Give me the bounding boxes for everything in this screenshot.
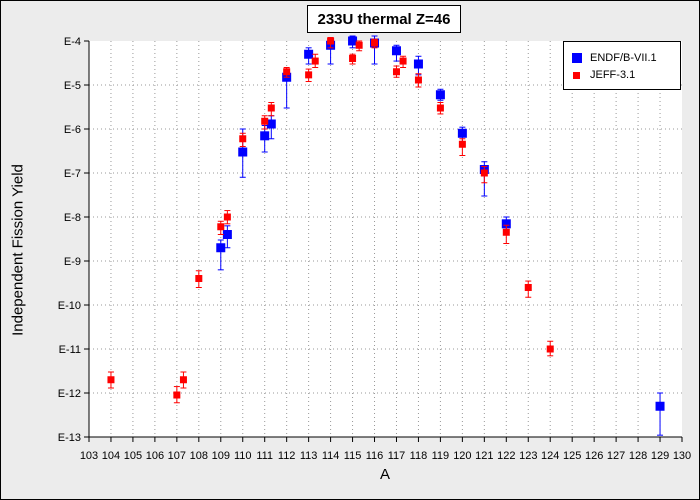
y-tick-label: E-6 <box>64 124 81 136</box>
data-point-jeff <box>195 275 203 283</box>
x-axis-label: A <box>379 466 391 483</box>
x-tick-label: 103 <box>80 450 98 462</box>
legend-item-jeff: JEFF-3.1 <box>572 68 635 82</box>
data-point-jeff <box>355 41 363 49</box>
x-tick-label: 111 <box>256 450 273 462</box>
data-point-endf <box>435 90 445 100</box>
data-point-jeff <box>327 37 335 45</box>
x-tick-label: 129 <box>651 450 669 462</box>
data-point-jeff <box>173 391 181 399</box>
chart-title: 233U thermal Z=46 <box>307 5 461 33</box>
y-tick-label: E-7 <box>64 168 81 180</box>
data-point-jeff <box>107 376 115 384</box>
data-point-endf <box>238 147 248 157</box>
data-point-jeff <box>267 104 275 112</box>
data-point-jeff <box>399 57 407 65</box>
data-point-jeff <box>414 76 422 84</box>
x-tick-label: 112 <box>278 450 296 462</box>
data-point-jeff <box>223 213 231 221</box>
legend-item-endf: ENDF/B-VII.1 <box>572 51 657 65</box>
data-point-jeff <box>261 117 269 125</box>
data-point-endf <box>260 131 270 141</box>
x-tick-label: 126 <box>585 450 603 462</box>
x-tick-label: 118 <box>410 450 428 462</box>
data-point-jeff <box>217 223 225 231</box>
x-tick-label: 130 <box>673 450 691 462</box>
x-tick-label: 114 <box>322 450 340 462</box>
data-point-jeff <box>480 169 488 177</box>
y-tick-label: E-10 <box>58 300 81 312</box>
data-point-jeff <box>305 71 313 79</box>
data-point-jeff <box>458 140 466 148</box>
data-point-jeff <box>179 376 187 384</box>
x-tick-label: 121 <box>475 450 493 462</box>
data-point-jeff <box>546 345 554 353</box>
legend-label-endf: ENDF/B-VII.1 <box>590 52 657 64</box>
x-tick-label: 128 <box>629 450 647 462</box>
data-point-endf <box>391 46 401 56</box>
x-tick-label: 127 <box>607 450 625 462</box>
x-tick-label: 122 <box>497 450 515 462</box>
plot-background <box>89 41 682 437</box>
y-tick-label: E-5 <box>64 80 81 92</box>
chart-legend: ENDF/B-VII.1 JEFF-3.1 <box>563 41 681 90</box>
data-point-jeff <box>239 135 247 143</box>
chart-title-text: 233U thermal Z=46 <box>317 10 451 28</box>
y-tick-label: E-12 <box>58 388 81 400</box>
x-tick-label: 105 <box>124 450 142 462</box>
data-point-endf <box>222 230 232 240</box>
data-point-jeff <box>349 55 357 63</box>
x-tick-label: 104 <box>102 450 120 462</box>
data-point-endf <box>266 119 276 129</box>
x-tick-label: 117 <box>388 450 406 462</box>
data-point-jeff <box>524 283 532 291</box>
x-tick-label: 113 <box>300 450 318 462</box>
x-tick-label: 120 <box>453 450 471 462</box>
x-tick-label: 110 <box>234 450 252 462</box>
x-tick-label: 115 <box>344 450 362 462</box>
data-point-jeff <box>436 104 444 112</box>
data-point-jeff <box>502 228 510 236</box>
data-point-jeff <box>283 68 291 76</box>
y-tick-label: E-11 <box>59 344 81 356</box>
x-tick-label: 107 <box>168 450 186 462</box>
legend-label-jeff: JEFF-3.1 <box>590 69 636 81</box>
data-point-endf <box>304 49 314 59</box>
legend-swatch-endf <box>572 53 582 63</box>
x-tick-label: 119 <box>432 450 450 462</box>
x-tick-label: 123 <box>519 450 537 462</box>
data-point-endf <box>501 219 511 229</box>
data-point-jeff <box>392 68 400 76</box>
x-tick-label: 109 <box>212 450 230 462</box>
legend-swatch-jeff <box>573 71 580 79</box>
y-tick-label: E-8 <box>64 212 81 224</box>
data-point-jeff <box>311 57 319 65</box>
data-point-endf <box>655 401 665 411</box>
x-tick-label: 125 <box>563 450 581 462</box>
data-point-jeff <box>371 39 379 47</box>
y-tick-label: E-9 <box>64 256 81 268</box>
x-tick-label: 116 <box>366 450 384 462</box>
data-point-endf <box>457 128 467 138</box>
data-point-endf <box>413 59 423 69</box>
y-tick-label: E-13 <box>58 432 81 444</box>
data-point-endf <box>216 243 226 253</box>
x-tick-label: 106 <box>146 450 164 462</box>
y-tick-label: E-4 <box>64 36 81 48</box>
data-point-endf <box>348 36 358 46</box>
x-tick-label: 124 <box>541 450 559 462</box>
x-tick-label: 108 <box>190 450 208 462</box>
